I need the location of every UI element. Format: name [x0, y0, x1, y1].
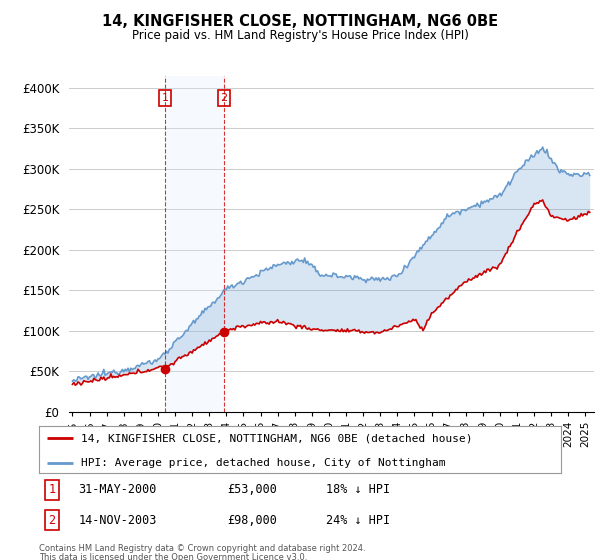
Text: 2: 2 [221, 94, 227, 103]
Text: Price paid vs. HM Land Registry's House Price Index (HPI): Price paid vs. HM Land Registry's House … [131, 29, 469, 42]
Text: 24% ↓ HPI: 24% ↓ HPI [326, 514, 390, 527]
Bar [165, 76, 224, 412]
Text: 14-NOV-2003: 14-NOV-2003 [78, 514, 157, 527]
Text: 2: 2 [49, 514, 56, 527]
Text: 1: 1 [49, 483, 56, 496]
Text: 18% ↓ HPI: 18% ↓ HPI [326, 483, 390, 496]
Text: £53,000: £53,000 [227, 483, 277, 496]
Text: This data is licensed under the Open Government Licence v3.0.: This data is licensed under the Open Gov… [39, 553, 307, 560]
Text: 1: 1 [161, 94, 169, 103]
Text: 31-MAY-2000: 31-MAY-2000 [78, 483, 157, 496]
Text: £98,000: £98,000 [227, 514, 277, 527]
Text: 14, KINGFISHER CLOSE, NOTTINGHAM, NG6 0BE (detached house): 14, KINGFISHER CLOSE, NOTTINGHAM, NG6 0B… [81, 433, 472, 444]
Text: HPI: Average price, detached house, City of Nottingham: HPI: Average price, detached house, City… [81, 458, 445, 468]
Text: Contains HM Land Registry data © Crown copyright and database right 2024.: Contains HM Land Registry data © Crown c… [39, 544, 365, 553]
Text: 14, KINGFISHER CLOSE, NOTTINGHAM, NG6 0BE: 14, KINGFISHER CLOSE, NOTTINGHAM, NG6 0B… [102, 14, 498, 29]
